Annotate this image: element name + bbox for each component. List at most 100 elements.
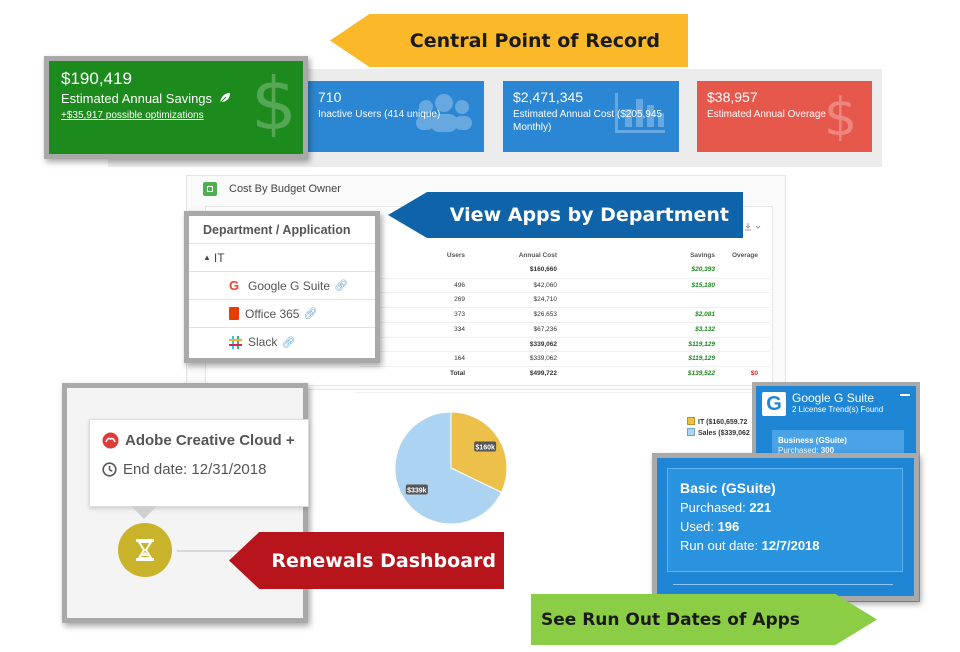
google-icon: G [762,392,786,416]
cell-savings: $2,081 [695,311,715,319]
inactive-users-label: Inactive Users (414 unique) [318,109,441,120]
cell-annual-cost: $339,062 [529,355,557,363]
department-group-it[interactable]: ▲ IT [189,244,375,272]
renewal-end-date: End date: 12/31/2018 [123,461,267,478]
annual-cost-label: Estimated Annual Cost ($205,945 Monthly) [513,109,662,133]
renewals-callout: Renewals Dashboard [229,532,504,589]
basic-purchased: Purchased: 221 [680,500,772,515]
table-row[interactable]: 334 $67,236 $3,132 [360,321,770,336]
dollar-icon: $ [251,67,293,137]
cell-overage: $0 [750,369,758,377]
cost-pie-chart: $160k $339k [394,411,508,525]
gsuite-zoom: Basic (GSuite) Purchased: 221 Used: 196 … [652,453,919,601]
table-row[interactable]: 496 $42,060 $15,180 [360,277,770,292]
hourglass-icon [136,539,154,561]
cell-annual-cost: $160,660 [529,266,557,273]
gsuite-title: Google G Suite [792,391,875,405]
table-row[interactable]: 164 $339,062 $119,129 [360,351,770,365]
caret-up-icon: ▲ [203,253,211,262]
renewal-app-name: Adobe Creative Cloud + [125,432,295,449]
table-row[interactable]: Total $499,722 $139,522 $0 [360,365,770,380]
col-overage: Overage [731,252,758,259]
panel-icon [203,182,217,196]
budget-title: Cost By Budget Owner [229,183,341,195]
gsuite-subtitle: 2 License Trend(s) Found [792,405,884,414]
app-row-slack[interactable]: Slack 🔗︎ [189,328,375,356]
tooltip-pointer [131,506,157,519]
slack-icon [229,335,242,349]
app-row-office[interactable]: Office 365 🔗︎ [189,300,375,328]
table-header: Users Annual Cost Savings Overage [360,249,770,263]
table-row[interactable]: $339,062 $119,129 [360,336,770,351]
svg-text:$: $ [824,91,857,141]
basic-runout: Run out date: 12/7/2018 [680,538,820,553]
cell-users: Total [449,369,465,377]
renewal-timeline-node[interactable] [118,523,172,577]
cell-users: 496 [454,281,465,289]
users-icon [416,94,472,132]
table-row[interactable]: 373 $26,653 $2,081 [360,307,770,321]
department-zoom: Department / Application ▲ IT G Google G… [184,211,380,363]
renewals-callout-text: Renewals Dashboard [271,549,496,572]
cell-users: 334 [454,325,465,333]
link-icon[interactable]: 🔗︎ [303,308,318,320]
col-annual-cost: Annual Cost [518,252,557,259]
department-group-label: IT [213,250,225,265]
table-row[interactable]: 269 $24,710 [360,292,770,306]
department-header: Department / Application [189,216,375,244]
link-icon[interactable]: 🔗︎ [334,280,349,292]
cell-users: 373 [454,311,465,319]
optimizations-link[interactable]: +$35,917 possible optimizations [61,110,204,121]
business-name: Business (GSuite) [778,436,847,445]
clock-icon [102,462,117,477]
col-users: Users [446,252,465,259]
basic-name: Basic (GSuite) [680,480,776,496]
legend-item-sales: Sales ($339,062 [687,428,750,439]
inactive-users-value: 710 [318,89,342,105]
renewals-zoom: Adobe Creative Cloud + End date: 12/31/2… [62,383,313,623]
pie-slice[interactable] [394,411,503,525]
legend-item-it: IT ($160,659.72 [687,417,750,428]
cell-savings: $15,180 [691,281,716,289]
cell-savings: $119,129 [688,355,715,363]
app-name: Google G Suite [248,278,331,293]
cell-annual-cost: $26,653 [533,311,558,319]
inactive-users-card[interactable]: 710 Inactive Users (414 unique) [308,81,484,152]
savings-label-row: Estimated Annual Savings [61,90,291,108]
run-out-callout-text: See Run Out Dates of Apps [541,609,800,630]
annual-overage-label: Estimated Annual Overage [707,109,826,120]
view-apps-callout-text: View Apps by Department [449,204,729,226]
central-callout-text: Central Point of Record [409,29,660,52]
run-out-callout: See Run Out Dates of Apps [531,594,877,645]
link-icon[interactable]: 🔗︎ [281,336,296,349]
budget-header: Cost By Budget Owner [187,176,785,202]
cell-users: 269 [454,296,465,304]
collapse-button[interactable] [900,394,910,396]
annual-overage-value: $38,957 [707,89,758,105]
cell-savings: $119,129 [688,340,715,348]
app-name: Office 365 [245,306,300,321]
download-icon [745,223,761,231]
pie-label-bg [405,484,428,495]
basic-used: Used: 196 [680,519,740,534]
google-icon: G [229,278,240,293]
savings-label: Estimated Annual Savings [61,91,213,106]
cell-savings: $3,132 [695,325,715,333]
savings-value: $190,419 [61,69,132,88]
annual-overage-card[interactable]: $38,957 Estimated Annual Overage $ [697,81,872,152]
divider [673,584,893,585]
pie-slice-label: $160k [475,445,495,452]
adobe-icon [102,432,119,449]
app-row-google[interactable]: G Google G Suite 🔗︎ [189,272,375,300]
cell-annual-cost: $67,236 [533,325,558,333]
pie-slice[interactable] [450,411,508,493]
savings-card[interactable]: $190,419 Estimated Annual Savings +$35,9… [44,56,308,159]
annual-cost-card[interactable]: $2,471,345 Estimated Annual Cost ($205,9… [503,81,679,152]
table-row[interactable]: $160,660 $20,393 [360,263,770,277]
svg-text:$: $ [251,67,293,137]
cell-savings: $20,393 [691,266,716,273]
leaf-icon [219,93,230,104]
cell-annual-cost: $339,062 [529,340,557,348]
pie-slice-label: $339k [407,487,427,494]
col-savings: Savings [690,252,715,259]
